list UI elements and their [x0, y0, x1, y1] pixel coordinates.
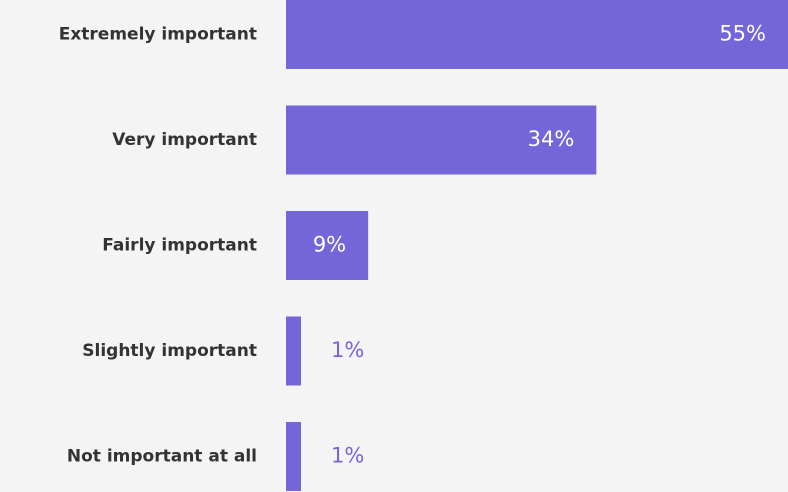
category-label: Extremely important: [59, 25, 257, 45]
category-label: Fairly important: [102, 236, 257, 256]
value-label: 55%: [719, 22, 766, 46]
bar: [286, 105, 597, 175]
category-label: Slightly important: [82, 341, 257, 361]
value-label: 1%: [331, 444, 364, 468]
value-label: 34%: [528, 127, 575, 151]
bar: [286, 0, 788, 69]
value-label: 9%: [313, 233, 346, 257]
category-label: Not important at all: [67, 447, 257, 467]
bar: [286, 316, 301, 386]
value-label: 1%: [331, 338, 364, 362]
bar: [286, 422, 301, 491]
bar: [286, 211, 369, 280]
category-label: Very important: [112, 130, 257, 150]
